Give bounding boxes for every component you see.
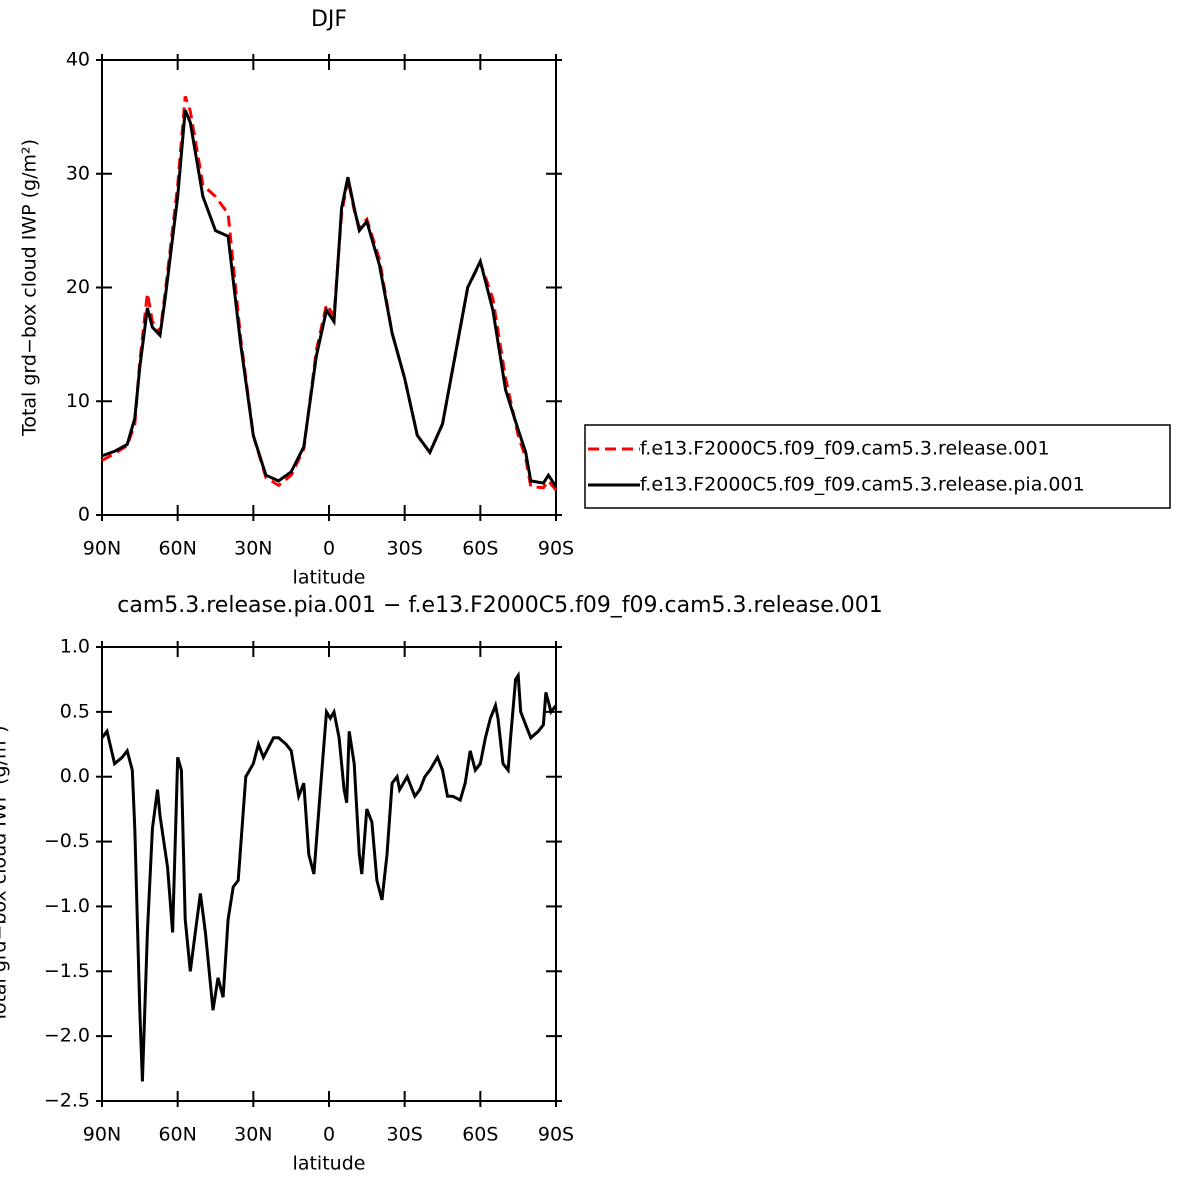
y-tick-label: −2.5 [44, 1090, 90, 1112]
x-tick-label: 30N [234, 1124, 272, 1146]
y-tick-label: 20 [66, 276, 90, 298]
y-tick-label: −2.0 [44, 1025, 90, 1047]
x-tick-label: 0 [323, 538, 335, 560]
x-tick-label: 60N [158, 1124, 196, 1146]
y-tick-label: 10 [66, 390, 90, 412]
x-tick-label: 0 [323, 1124, 335, 1146]
chart-title: DJF [311, 7, 347, 32]
data-line [101, 109, 558, 488]
y-tick-label: 0.5 [60, 700, 90, 722]
legend-label: f.e13.F2000C5.f09_f09.cam5.3.release.pia… [640, 474, 1085, 496]
y-tick-label: 0 [78, 504, 90, 526]
y-tick-label: 40 [66, 49, 90, 71]
x-tick-label: 90S [538, 538, 574, 560]
data-line [100, 671, 558, 1082]
x-tick-label: 30S [387, 538, 423, 560]
x-axis-label: latitude [293, 1153, 366, 1175]
x-tick-label: 60S [462, 1124, 498, 1146]
y-tick-label: 1.0 [60, 636, 90, 658]
x-tick-label: 30S [387, 1124, 423, 1146]
y-axis-label: Total grd−box cloud IWP (g/m²) [19, 139, 41, 437]
chart-title: cam5.3.release.pia.001 − f.e13.F2000C5.f… [117, 593, 883, 618]
x-tick-label: 90N [83, 538, 121, 560]
x-tick-label: 60S [462, 538, 498, 560]
y-tick-label: −1.5 [44, 960, 90, 982]
legend-label: f.e13.F2000C5.f09_f09.cam5.3.release.001 [640, 438, 1050, 460]
x-tick-label: 90S [538, 1124, 574, 1146]
x-tick-label: 90N [83, 1124, 121, 1146]
y-tick-label: 0.0 [60, 765, 90, 787]
x-tick-label: 60N [158, 538, 196, 560]
y-tick-label: 30 [66, 162, 90, 184]
y-tick-label: −1.0 [44, 895, 90, 917]
y-axis-label: Total grd−box cloud IWP (g/m²) [0, 725, 11, 1023]
y-tick-label: −0.5 [44, 830, 90, 852]
legend-box [584, 424, 1171, 509]
x-axis-label: latitude [293, 567, 366, 589]
x-tick-label: 30N [234, 538, 272, 560]
